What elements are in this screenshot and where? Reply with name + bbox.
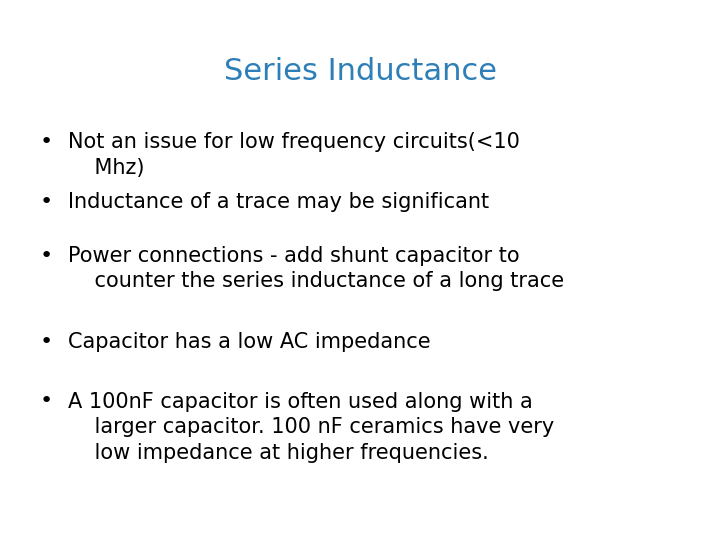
- Text: •: •: [40, 246, 53, 266]
- Text: •: •: [40, 132, 53, 152]
- Text: •: •: [40, 332, 53, 352]
- Text: •: •: [40, 392, 53, 411]
- Text: Series Inductance: Series Inductance: [223, 57, 497, 86]
- Text: Inductance of a trace may be significant: Inductance of a trace may be significant: [68, 192, 490, 212]
- Text: Power connections - add shunt capacitor to
    counter the series inductance of : Power connections - add shunt capacitor …: [68, 246, 564, 291]
- Text: Not an issue for low frequency circuits(<10
    Mhz): Not an issue for low frequency circuits(…: [68, 132, 521, 178]
- Text: A 100nF capacitor is often used along with a
    larger capacitor. 100 nF cerami: A 100nF capacitor is often used along wi…: [68, 392, 554, 463]
- Text: Capacitor has a low AC impedance: Capacitor has a low AC impedance: [68, 332, 431, 352]
- Text: •: •: [40, 192, 53, 212]
